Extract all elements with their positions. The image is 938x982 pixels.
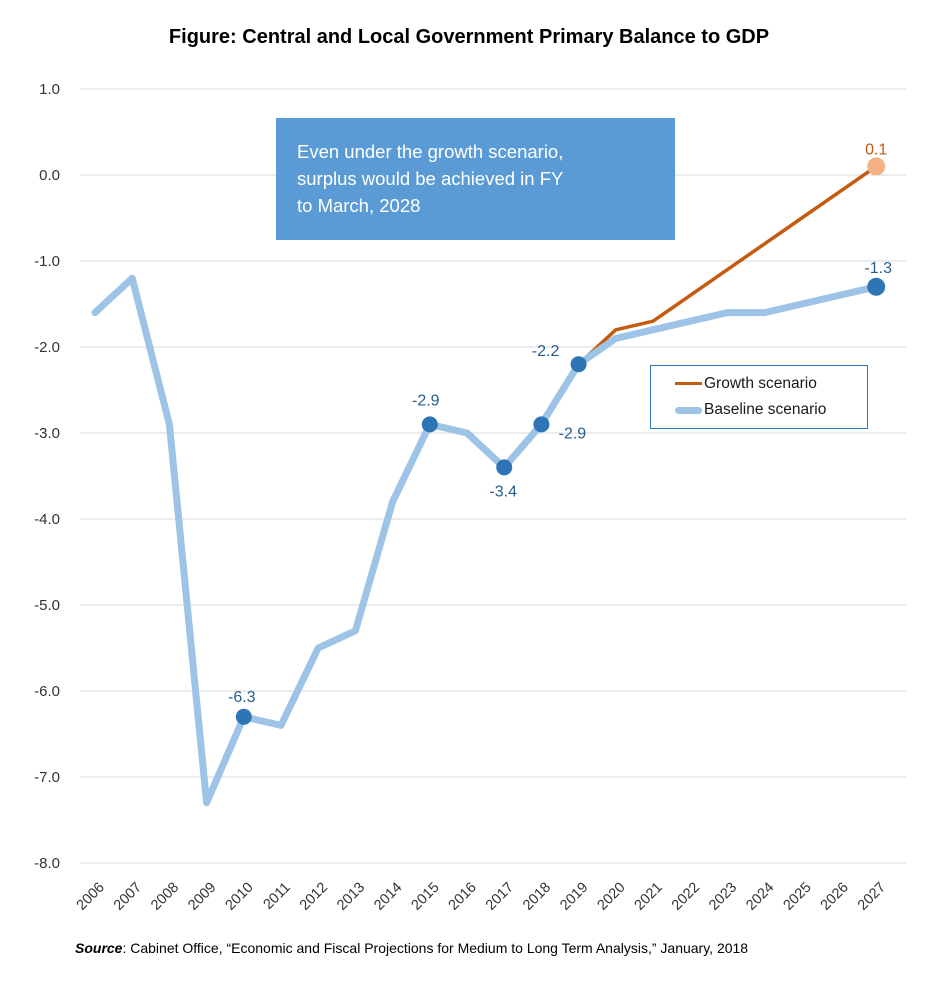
x-axis-tick-label: 2012: [297, 880, 331, 914]
x-axis-tick-label: 2013: [334, 880, 368, 914]
data-point-label-2027: -1.3: [864, 260, 892, 277]
y-axis-tick-label: -7.0: [34, 769, 60, 786]
legend: Growth scenario Baseline scenario: [650, 365, 868, 429]
data-point-marker-2027: [867, 157, 886, 176]
y-axis-tick-label: -2.0: [34, 339, 60, 356]
x-axis-tick-label: 2019: [557, 880, 591, 914]
x-axis-tick-label: 2027: [855, 880, 889, 914]
growth-line-swatch-icon: [675, 382, 702, 386]
x-axis-tick-label: 2025: [780, 880, 814, 914]
x-axis-tick-label: 2024: [743, 880, 777, 914]
x-axis-tick-label: 2010: [222, 880, 256, 914]
source-text: : Cabinet Office, “Economic and Fiscal P…: [122, 940, 749, 956]
data-point-label-2027: 0.1: [865, 141, 887, 158]
data-point-label-2019: -2.2: [532, 343, 560, 360]
x-axis-tick-label: 2015: [408, 880, 442, 914]
legend-item-growth-scenario: Growth scenario: [675, 375, 867, 393]
x-axis-tick-label: 2009: [185, 880, 219, 914]
x-axis-tick-label: 2007: [111, 880, 145, 914]
baseline-line-swatch-icon: [675, 406, 702, 414]
legend-label-baseline: Baseline scenario: [704, 401, 827, 419]
data-point-marker-2010: [235, 708, 252, 725]
data-point-label-2017: -3.4: [489, 483, 517, 500]
x-axis-tick-label: 2022: [669, 880, 703, 914]
data-point-label-2010: -6.3: [228, 689, 256, 706]
x-axis-tick-label: 2011: [260, 880, 293, 913]
data-point-label-2015: -2.9: [412, 392, 440, 409]
x-axis-tick-label: 2006: [74, 880, 108, 914]
x-axis-tick-label: 2026: [818, 880, 852, 914]
y-axis-tick-label: -6.0: [34, 683, 60, 700]
legend-item-baseline-scenario: Baseline scenario: [675, 401, 867, 419]
annotation-callout: Even under the growth scenario, surplus …: [276, 118, 675, 240]
x-axis-tick-label: 2008: [148, 880, 182, 914]
y-axis-tick-label: -1.0: [34, 253, 60, 270]
x-axis-tick-label: 2021: [632, 880, 666, 914]
legend-label-growth: Growth scenario: [704, 374, 817, 392]
data-point-label-2018: -2.9: [559, 425, 587, 442]
x-axis-tick-label: 2016: [446, 880, 480, 914]
x-axis-tick-label: 2014: [371, 880, 405, 914]
baseline-scenario-line: [91, 274, 880, 807]
x-axis-tick-label: 2020: [594, 880, 628, 914]
growth-scenario-line: [576, 164, 878, 366]
data-point-marker-2018: [533, 416, 550, 433]
data-point-marker-2017: [496, 459, 513, 476]
y-axis-tick-label: 0.0: [39, 167, 60, 184]
x-axis-tick-label: 2023: [706, 880, 740, 914]
x-axis-tick-label: 2017: [483, 880, 517, 914]
data-point-marker-2027: [867, 277, 886, 296]
y-axis-tick-label: -8.0: [34, 855, 60, 872]
y-axis-tick-label: -4.0: [34, 511, 60, 528]
source-note: Source: Cabinet Office, “Economic and Fi…: [75, 940, 748, 956]
x-axis-tick-label: 2018: [520, 880, 554, 914]
data-point-marker-2015: [421, 416, 438, 433]
source-label: Source: [75, 940, 123, 956]
chart-title: Figure: Central and Local Government Pri…: [168, 26, 770, 48]
y-axis-tick-label: -3.0: [34, 425, 60, 442]
y-axis-tick-label: 1.0: [39, 81, 60, 98]
y-axis-tick-label: -5.0: [34, 597, 60, 614]
data-point-marker-2019: [570, 356, 587, 373]
